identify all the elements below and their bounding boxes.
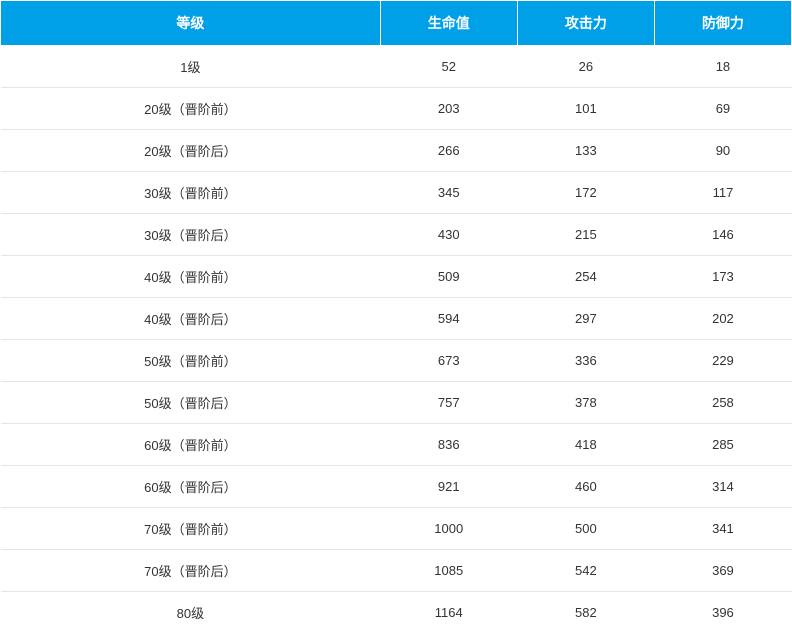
cell-level: 70级（晋阶后） [1, 550, 381, 592]
header-hp: 生命值 [380, 1, 517, 46]
table-row: 70级（晋阶后） 1085 542 369 [1, 550, 792, 592]
cell-hp: 266 [380, 130, 517, 172]
table-row: 30级（晋阶后） 430 215 146 [1, 214, 792, 256]
table-row: 40级（晋阶前） 509 254 173 [1, 256, 792, 298]
cell-level: 60级（晋阶后） [1, 466, 381, 508]
cell-defense: 69 [654, 88, 791, 130]
cell-defense: 229 [654, 340, 791, 382]
cell-level: 40级（晋阶后） [1, 298, 381, 340]
cell-level: 30级（晋阶后） [1, 214, 381, 256]
table-row: 40级（晋阶后） 594 297 202 [1, 298, 792, 340]
cell-hp: 52 [380, 46, 517, 88]
cell-level: 80级 [1, 592, 381, 633]
cell-hp: 757 [380, 382, 517, 424]
table-row: 50级（晋阶前） 673 336 229 [1, 340, 792, 382]
cell-hp: 1164 [380, 592, 517, 633]
table-body: 1级 52 26 18 20级（晋阶前） 203 101 69 20级（晋阶后）… [1, 46, 792, 633]
cell-attack: 336 [517, 340, 654, 382]
cell-defense: 90 [654, 130, 791, 172]
cell-defense: 396 [654, 592, 791, 633]
table-header-row: 等级 生命值 攻击力 防御力 [1, 1, 792, 46]
cell-level: 50级（晋阶后） [1, 382, 381, 424]
cell-attack: 133 [517, 130, 654, 172]
table-row: 30级（晋阶前） 345 172 117 [1, 172, 792, 214]
cell-level: 50级（晋阶前） [1, 340, 381, 382]
cell-level: 70级（晋阶前） [1, 508, 381, 550]
cell-defense: 146 [654, 214, 791, 256]
table-header: 等级 生命值 攻击力 防御力 [1, 1, 792, 46]
table-row: 70级（晋阶前） 1000 500 341 [1, 508, 792, 550]
cell-level: 40级（晋阶前） [1, 256, 381, 298]
cell-attack: 101 [517, 88, 654, 130]
table-row: 20级（晋阶后） 266 133 90 [1, 130, 792, 172]
header-attack: 攻击力 [517, 1, 654, 46]
cell-hp: 1000 [380, 508, 517, 550]
cell-attack: 215 [517, 214, 654, 256]
cell-hp: 921 [380, 466, 517, 508]
cell-defense: 285 [654, 424, 791, 466]
cell-level: 20级（晋阶后） [1, 130, 381, 172]
table-row: 60级（晋阶后） 921 460 314 [1, 466, 792, 508]
cell-attack: 460 [517, 466, 654, 508]
cell-level: 1级 [1, 46, 381, 88]
table-row: 1级 52 26 18 [1, 46, 792, 88]
stats-table-container: 等级 生命值 攻击力 防御力 1级 52 26 18 20级（晋阶前） 203 … [0, 0, 792, 633]
cell-attack: 26 [517, 46, 654, 88]
cell-defense: 202 [654, 298, 791, 340]
cell-attack: 582 [517, 592, 654, 633]
cell-attack: 254 [517, 256, 654, 298]
cell-hp: 836 [380, 424, 517, 466]
cell-defense: 173 [654, 256, 791, 298]
table-row: 20级（晋阶前） 203 101 69 [1, 88, 792, 130]
cell-hp: 203 [380, 88, 517, 130]
cell-defense: 341 [654, 508, 791, 550]
cell-attack: 418 [517, 424, 654, 466]
cell-attack: 542 [517, 550, 654, 592]
cell-attack: 297 [517, 298, 654, 340]
cell-level: 20级（晋阶前） [1, 88, 381, 130]
cell-defense: 18 [654, 46, 791, 88]
table-row: 60级（晋阶前） 836 418 285 [1, 424, 792, 466]
table-row: 80级 1164 582 396 [1, 592, 792, 633]
cell-level: 30级（晋阶前） [1, 172, 381, 214]
cell-hp: 594 [380, 298, 517, 340]
cell-hp: 430 [380, 214, 517, 256]
header-level: 等级 [1, 1, 381, 46]
cell-defense: 117 [654, 172, 791, 214]
cell-attack: 378 [517, 382, 654, 424]
cell-defense: 314 [654, 466, 791, 508]
stats-table: 等级 生命值 攻击力 防御力 1级 52 26 18 20级（晋阶前） 203 … [0, 0, 792, 633]
cell-attack: 500 [517, 508, 654, 550]
cell-attack: 172 [517, 172, 654, 214]
cell-defense: 369 [654, 550, 791, 592]
cell-hp: 345 [380, 172, 517, 214]
table-row: 50级（晋阶后） 757 378 258 [1, 382, 792, 424]
cell-defense: 258 [654, 382, 791, 424]
cell-hp: 509 [380, 256, 517, 298]
cell-level: 60级（晋阶前） [1, 424, 381, 466]
header-defense: 防御力 [654, 1, 791, 46]
cell-hp: 673 [380, 340, 517, 382]
cell-hp: 1085 [380, 550, 517, 592]
